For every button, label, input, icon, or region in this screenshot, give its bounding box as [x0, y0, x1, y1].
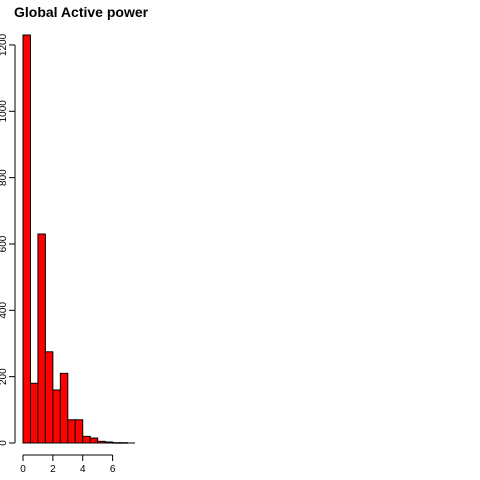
histogram-bar — [89, 437, 99, 444]
histogram-bar — [104, 441, 114, 444]
y-tick-label: 1200 — [0, 33, 9, 56]
histogram-bar — [67, 419, 76, 444]
histogram-bar — [74, 419, 84, 444]
y-tick-label: 200 — [0, 368, 9, 385]
bars-group — [22, 34, 135, 444]
histogram-bar — [37, 233, 46, 444]
x-axis: 0 2 4 6 — [20, 454, 116, 475]
x-tick-label: 0 — [20, 464, 26, 475]
histogram-bar — [119, 442, 129, 444]
chart-title: Global Active power — [14, 4, 149, 20]
histogram-bar — [52, 389, 61, 444]
histogram-bar — [22, 34, 31, 444]
y-tick-label: 0 — [0, 440, 9, 446]
histogram-bar — [112, 442, 121, 444]
histogram-bar — [82, 435, 91, 444]
histogram-bar — [97, 440, 106, 444]
histogram-bar — [44, 351, 54, 444]
x-tick-label: 2 — [50, 464, 56, 475]
y-tick-label: 600 — [0, 235, 9, 252]
x-tick-label: 6 — [110, 464, 116, 475]
y-tick-label: 800 — [0, 169, 9, 186]
histogram-bar — [29, 382, 39, 444]
y-axis: 0 200 400 600 800 1000 1200 — [0, 33, 16, 446]
x-tick-label: 4 — [80, 464, 86, 475]
y-tick-label: 1000 — [0, 100, 9, 123]
y-tick-label: 400 — [0, 302, 9, 319]
histogram-bar — [59, 372, 69, 444]
